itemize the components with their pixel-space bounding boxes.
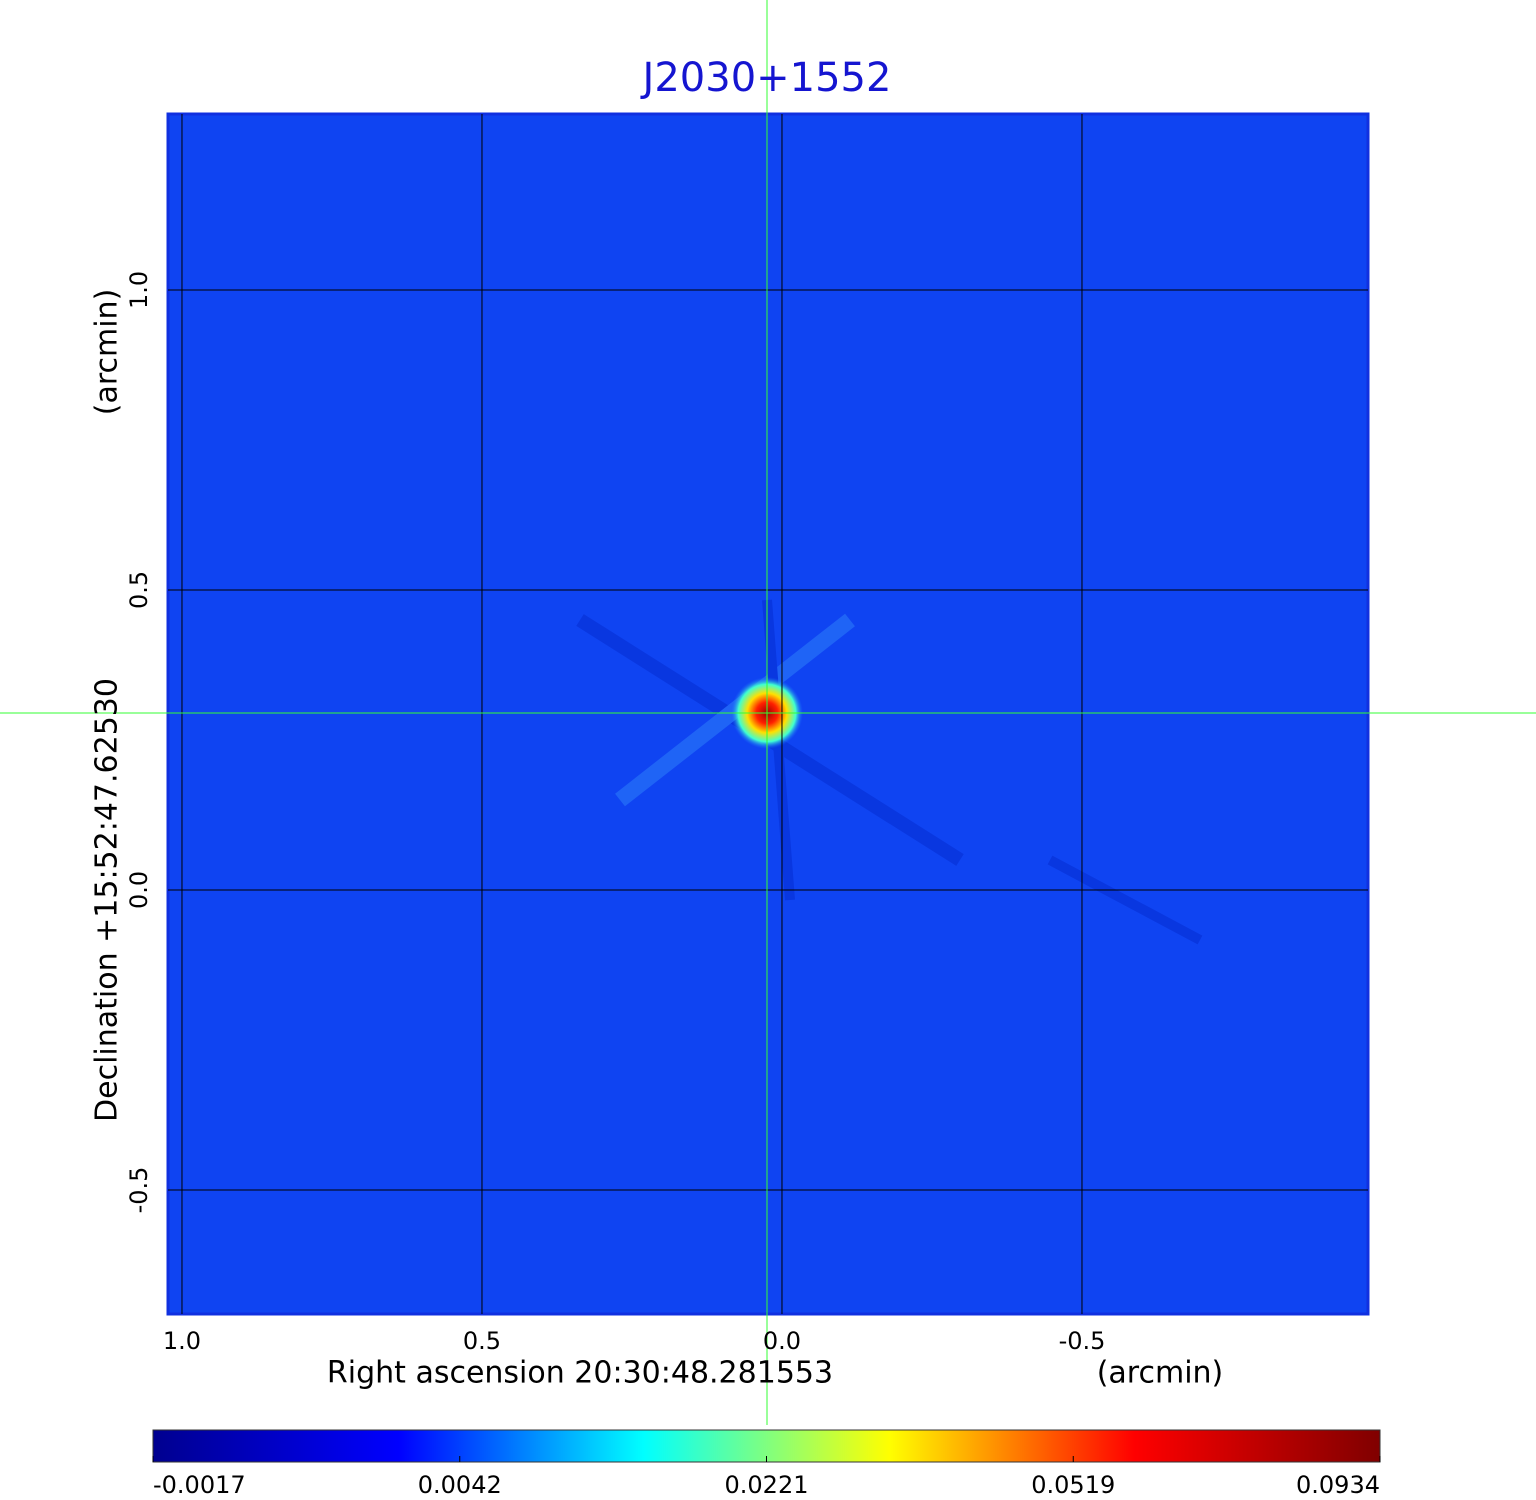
colorbar-tick-label: 0.0519 — [1031, 1471, 1115, 1499]
x-tick-label: 0.0 — [763, 1327, 801, 1355]
x-axis-unit: (arcmin) — [1097, 1356, 1224, 1391]
y-axis-label: Declination +15:52:47.62530 — [90, 678, 125, 1122]
colorbar-tick-label: 0.0221 — [725, 1471, 809, 1499]
colorbar-tick-label: -0.0017 — [153, 1471, 246, 1499]
colorbar-tick-label: 0.0042 — [418, 1471, 502, 1499]
y-tick-label: 0.0 — [125, 871, 153, 909]
x-tick-label: 1.0 — [163, 1327, 201, 1355]
y-tick-label: -0.5 — [125, 1167, 153, 1214]
y-tick-label: 1.0 — [125, 271, 153, 309]
chart-title: J2030+1552 — [640, 55, 892, 101]
y-axis-unit: (arcmin) — [90, 289, 125, 416]
y-tick-label: 0.5 — [125, 571, 153, 609]
x-tick-label: 0.5 — [463, 1327, 501, 1355]
x-tick-label: -0.5 — [1059, 1327, 1106, 1355]
x-axis-label: Right ascension 20:30:48.281553 — [327, 1356, 833, 1391]
colorbar-tick-label: 0.0934 — [1296, 1471, 1380, 1499]
